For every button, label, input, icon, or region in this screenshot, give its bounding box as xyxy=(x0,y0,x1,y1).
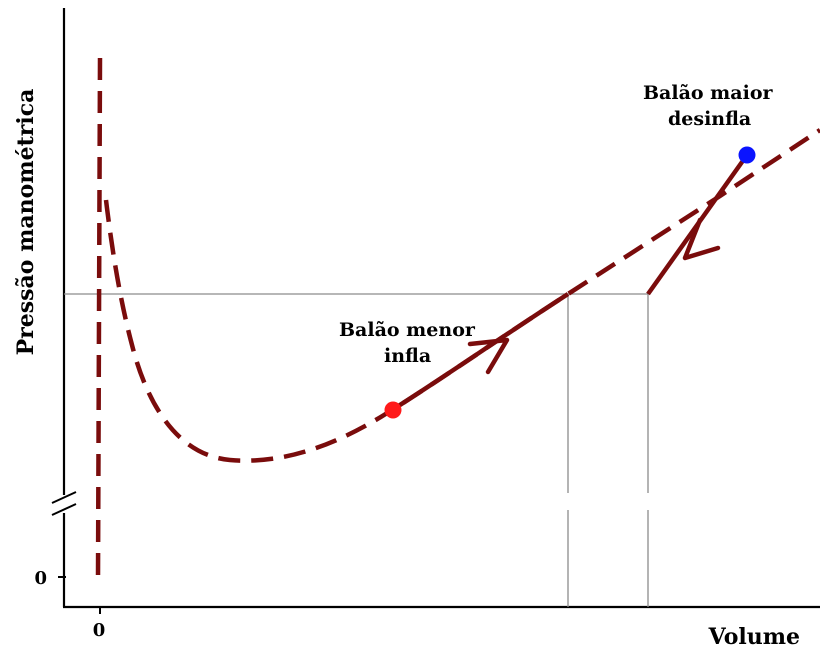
curve-vertical-dashed xyxy=(95,57,103,579)
x-axis-label: Volume xyxy=(708,624,800,648)
tick-y-zero-label: 0 xyxy=(34,568,47,589)
axes xyxy=(51,8,820,614)
annotation-small-line2: infla xyxy=(384,345,431,367)
annotation-large-line2: desinfla xyxy=(668,108,751,130)
arrow-small-inflates-icon xyxy=(467,337,510,375)
arrow-large-deflates-icon xyxy=(682,217,721,261)
axis-break-icon xyxy=(51,491,77,516)
pressure-curves xyxy=(95,57,820,579)
arrows xyxy=(467,217,721,375)
guide-lines xyxy=(64,293,649,607)
curve-small-inflates xyxy=(390,292,570,412)
marker-large-balloon xyxy=(738,146,756,164)
annotation-large-line1: Balão maior xyxy=(643,82,773,104)
y-axis-label: Pressão manométrica xyxy=(13,89,39,356)
tick-x-zero-label: 0 xyxy=(93,620,106,641)
annotation-small-line1: Balão menor xyxy=(339,319,476,341)
curve-dashed-main xyxy=(103,128,820,463)
marker-small-balloon xyxy=(384,401,402,419)
